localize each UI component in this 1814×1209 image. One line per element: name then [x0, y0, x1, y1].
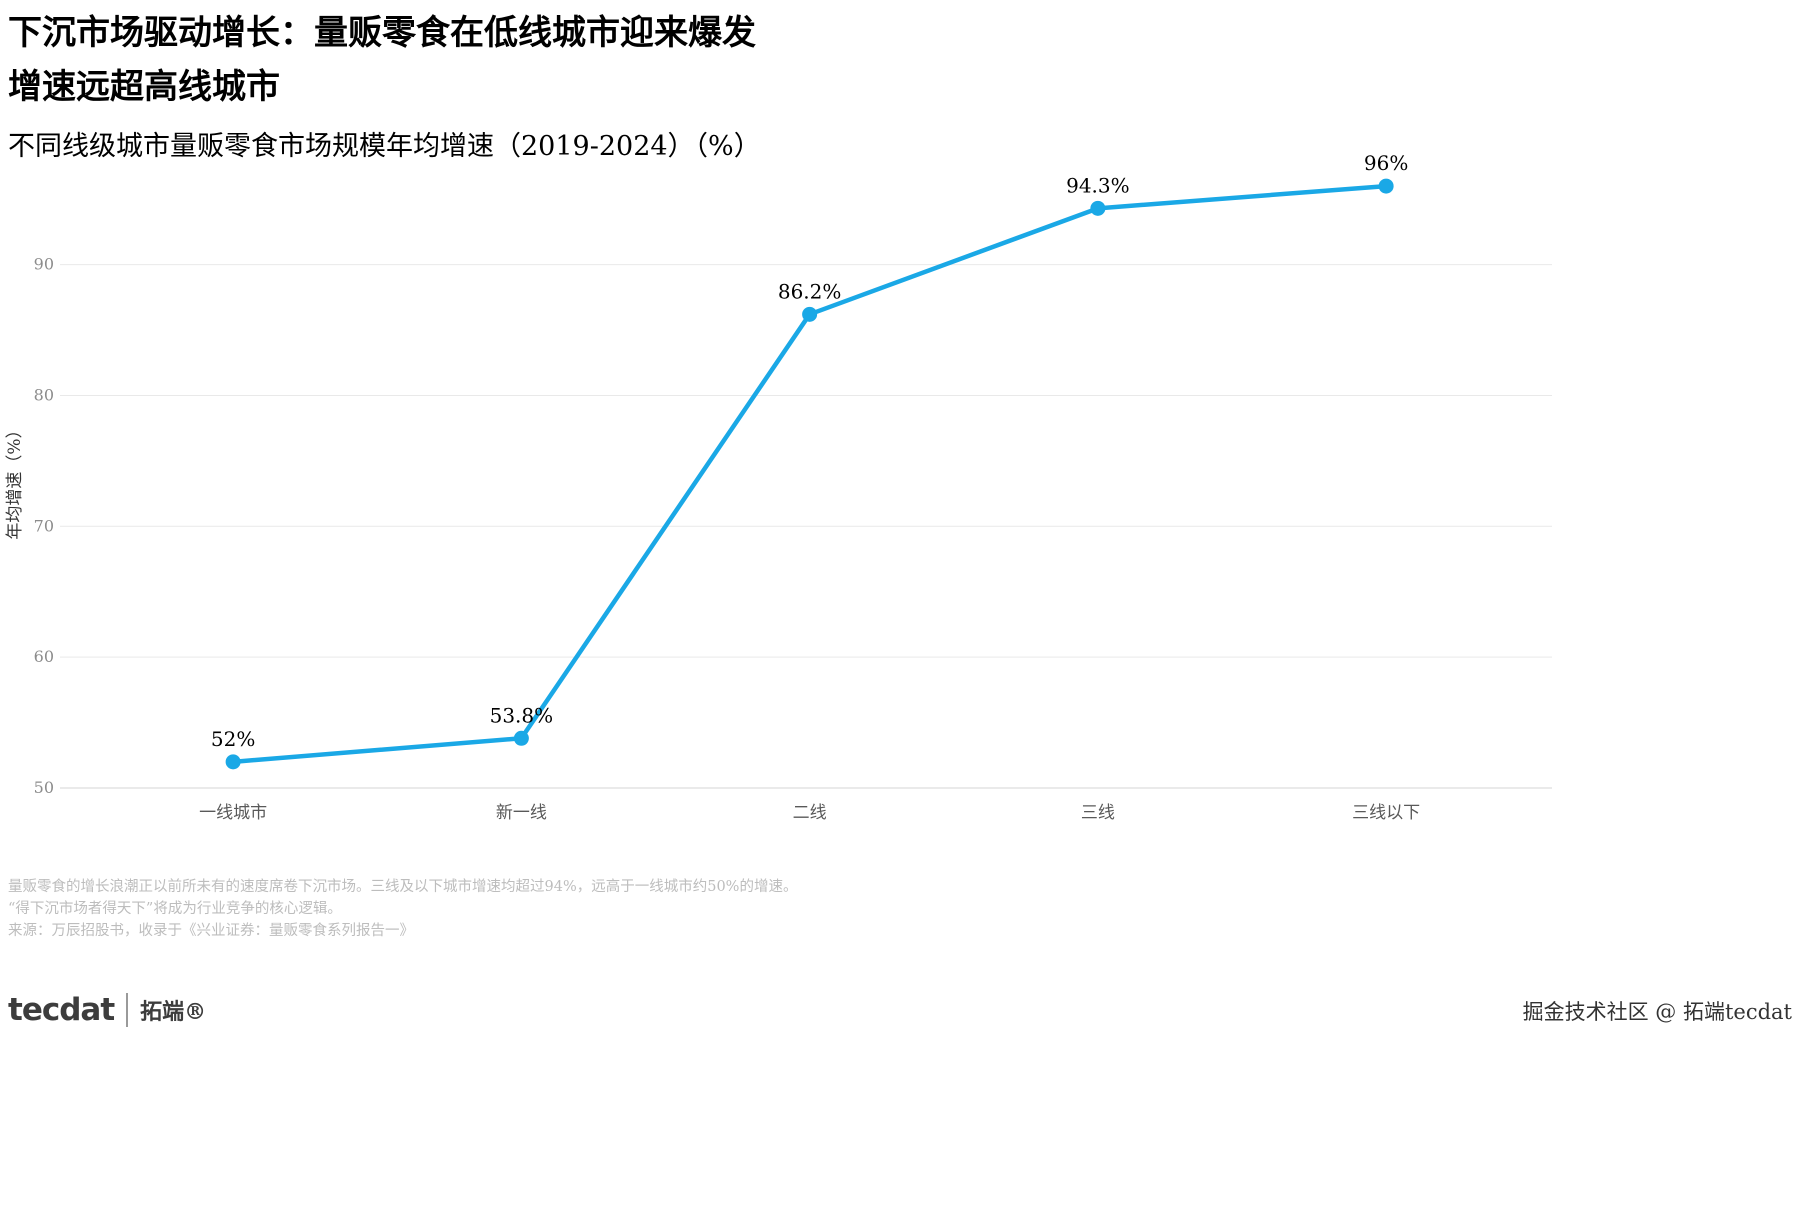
data-point — [225, 754, 241, 770]
logo-text: tecdat — [8, 992, 115, 1028]
x-tick-label: 一线城市 — [199, 803, 267, 823]
footnote-line-1: 量贩零食的增长浪潮正以前所未有的速度席卷下沉市场。三线及以下城市增速均超过94%… — [8, 879, 798, 895]
community-credit: 掘金技术社区 @ 拓端tecdat — [1522, 1000, 1792, 1024]
x-tick-label: 三线以下 — [1352, 803, 1420, 823]
y-tick-label: 80 — [34, 385, 54, 404]
y-tick-label: 60 — [34, 647, 54, 666]
data-point-label: 96% — [1364, 151, 1408, 175]
data-point-label: 53.8% — [490, 703, 554, 727]
chart-header: 下沉市场驱动增长：量贩零食在低线城市迎来爆发 增速远超高线城市 不同线级城市量贩… — [8, 6, 761, 163]
page-title-line-1: 下沉市场驱动增长：量贩零食在低线城市迎来爆发 — [8, 13, 756, 53]
line-chart: 50 60 70 80 90 年均增速（%） 一线城市 新一线 二线 三线 三线以下 52% 53.8%… — [0, 148, 1580, 848]
page-title-line-2: 增速远超高线城市 — [8, 67, 280, 107]
chart-subtitle: 不同线级城市量贩零食市场规模年均增速（2019-2024）（%） — [8, 131, 761, 162]
logo-divider — [126, 993, 129, 1027]
data-point — [513, 730, 529, 746]
data-point-label: 86.2% — [778, 279, 842, 303]
footnote-source: 来源：万辰招股书，收录于《兴业证券：量贩零食系列报告一》 — [8, 923, 414, 939]
logo-suffix: 拓端® — [140, 999, 207, 1025]
data-point-label: 52% — [211, 727, 255, 751]
data-point — [802, 306, 818, 322]
data-point — [1378, 178, 1394, 194]
y-tick-label: 70 — [34, 516, 54, 535]
y-tick-label: 90 — [34, 255, 54, 274]
line-chart-svg: 50 60 70 80 90 年均增速（%） 一线城市 新一线 二线 三线 三线以下 52% 53.8%… — [5, 151, 1552, 823]
x-tick-label: 三线 — [1081, 803, 1115, 823]
data-point — [1090, 200, 1106, 216]
y-axis-label: 年均增速（%） — [5, 421, 25, 539]
footnote-line-2: “得下沉市场者得天下”将成为行业竞争的核心逻辑。 — [8, 901, 342, 917]
footnotes: 量贩零食的增长浪潮正以前所未有的速度席卷下沉市场。三线及以下城市增速均超过94%… — [8, 876, 797, 942]
data-line — [230, 183, 1389, 765]
x-tick-label: 二线 — [793, 803, 827, 823]
data-point-label: 94.3% — [1066, 173, 1130, 197]
y-tick-label: 50 — [34, 778, 54, 797]
x-tick-label: 新一线 — [496, 803, 547, 823]
brand-logo: tecdat 拓端® — [8, 992, 206, 1028]
